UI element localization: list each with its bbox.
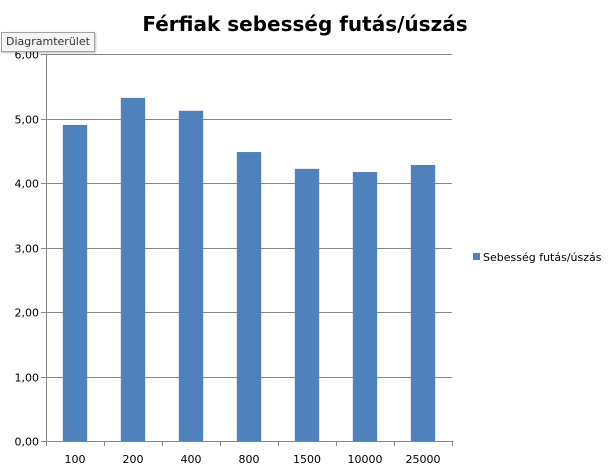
x-tick-label: 25000 <box>406 453 441 466</box>
x-tick-label: 400 <box>181 453 202 466</box>
x-tick-label: 100 <box>65 453 86 466</box>
x-tick-labels: 100 200 400 800 1500 10000 25000 <box>46 441 453 466</box>
bar-100 <box>62 124 88 441</box>
legend-swatch <box>473 253 480 260</box>
chart-title: Férfiak sebesség futás/úszás <box>142 12 467 36</box>
bar-1500 <box>294 168 320 441</box>
bars <box>62 97 436 442</box>
y-tick-label: 1,00 <box>15 372 40 385</box>
bar-25000 <box>410 164 436 441</box>
x-tick-label: 200 <box>123 453 144 466</box>
y-tick-label: 0,00 <box>15 436 40 449</box>
legend: Sebesség futás/úszás <box>473 251 602 264</box>
bar-200 <box>120 97 146 442</box>
bar-10000 <box>352 172 378 441</box>
y-tick-labels: 0,001,002,003,004,005,006,00 <box>15 49 46 449</box>
y-tick-label: 3,00 <box>15 243 40 256</box>
y-tick-label: 2,00 <box>15 307 40 320</box>
x-tick-label: 800 <box>239 453 260 466</box>
x-tick-label: 10000 <box>348 453 383 466</box>
legend-label: Sebesség futás/úszás <box>483 251 602 264</box>
bar-400 <box>178 110 204 441</box>
y-tick-label: 4,00 <box>15 178 40 191</box>
chart-area-tooltip: Diagramterület <box>1 32 95 52</box>
bar-800 <box>236 152 262 442</box>
x-tick-label: 1500 <box>293 453 321 466</box>
y-tick-label: 5,00 <box>15 114 40 127</box>
axes <box>46 54 452 442</box>
